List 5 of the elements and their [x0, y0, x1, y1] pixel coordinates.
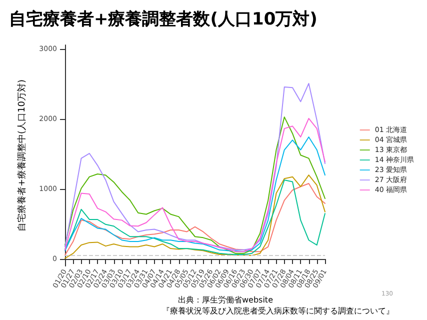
- y-axis-title: 自宅療養者+療養調整中(人口10万対): [16, 79, 28, 232]
- text: 『療養状況等及び入院患者受入病床数等に関する調査について』: [162, 306, 394, 316]
- line-series: [64, 82, 326, 250]
- source-note: 出典：厚生労働省website: [178, 296, 274, 304]
- chart-title: 自宅療養者+療養調整者数(人口10万対): [9, 10, 318, 30]
